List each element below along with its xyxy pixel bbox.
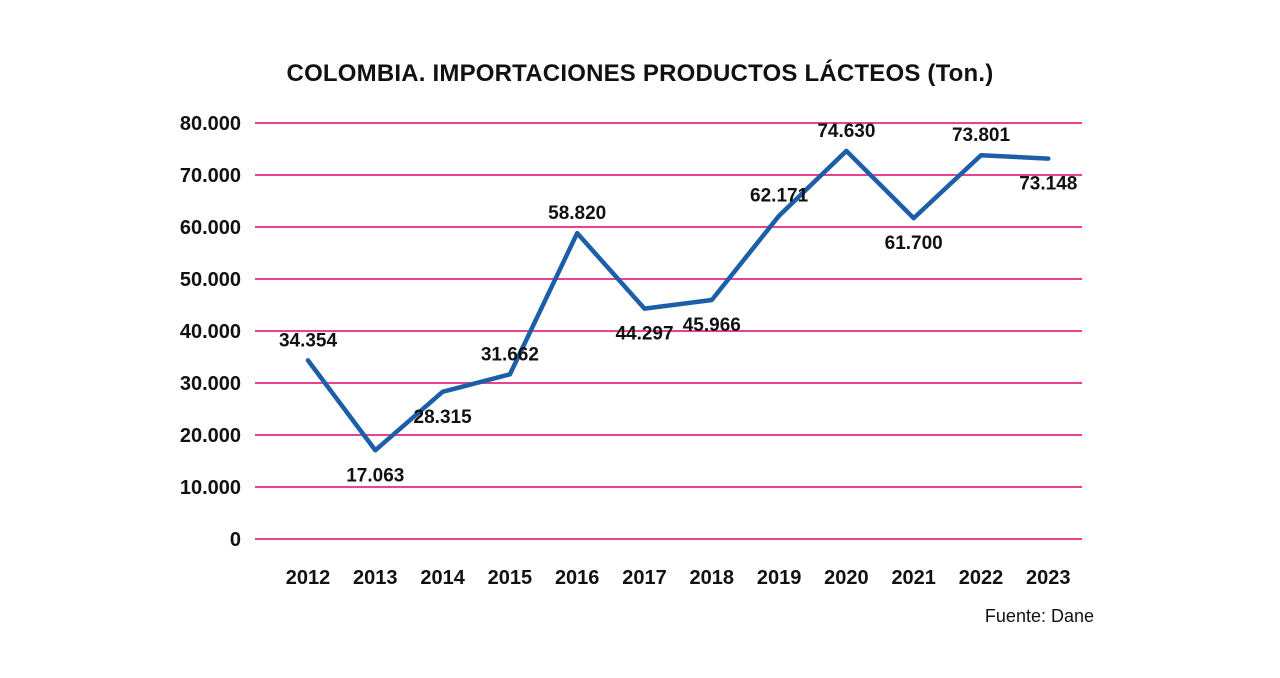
x-axis-tick-label: 2012 <box>286 567 331 589</box>
chart-title: COLOMBIA. IMPORTACIONES PRODUCTOS LÁCTEO… <box>286 60 994 87</box>
x-axis-tick-label: 2017 <box>622 567 667 589</box>
y-axis-tick-label: 60.000 <box>180 217 241 239</box>
y-axis-tick-label: 70.000 <box>180 165 241 187</box>
x-axis-tick-label: 2018 <box>690 567 735 589</box>
x-axis-tick-label: 2019 <box>757 567 802 589</box>
x-axis-tick-label: 2013 <box>353 567 398 589</box>
data-point-label: 73.801 <box>952 125 1011 146</box>
data-point-label: 31.662 <box>481 344 539 365</box>
y-axis-tick-label: 20.000 <box>180 425 241 447</box>
data-point-label: 58.820 <box>548 203 606 224</box>
y-axis-tick-label: 40.000 <box>180 321 241 343</box>
y-axis-tick-label: 80.000 <box>180 113 241 135</box>
y-axis-tick-label: 10.000 <box>180 477 241 499</box>
data-line <box>305 148 1051 453</box>
data-point-label: 34.354 <box>279 330 338 351</box>
x-axis-tick-label: 2020 <box>824 567 869 589</box>
data-point-label: 28.315 <box>414 407 473 428</box>
x-axis-tick-label: 2021 <box>891 567 936 589</box>
y-axis-tick-label: 30.000 <box>180 373 241 395</box>
x-axis-tick-label: 2022 <box>959 567 1004 589</box>
x-axis-tick-label: 2023 <box>1026 567 1071 589</box>
data-point-label: 17.063 <box>346 465 404 486</box>
data-point-label: 62.171 <box>750 186 809 207</box>
x-axis-tick-label: 2014 <box>420 567 465 589</box>
data-point-label: 44.297 <box>615 324 673 345</box>
data-point-label: 61.700 <box>885 233 943 254</box>
x-axis-tick-label: 2015 <box>488 567 533 589</box>
y-axis-tick-label: 0 <box>230 529 241 551</box>
source-note: Fuente: Dane <box>984 606 1094 626</box>
y-axis-tick-label: 50.000 <box>180 269 241 291</box>
data-point-label: 45.966 <box>683 315 741 336</box>
x-axis-tick-label: 2016 <box>555 567 600 589</box>
data-point-label: 74.630 <box>817 121 875 142</box>
data-point-label: 73.148 <box>1019 174 1077 195</box>
